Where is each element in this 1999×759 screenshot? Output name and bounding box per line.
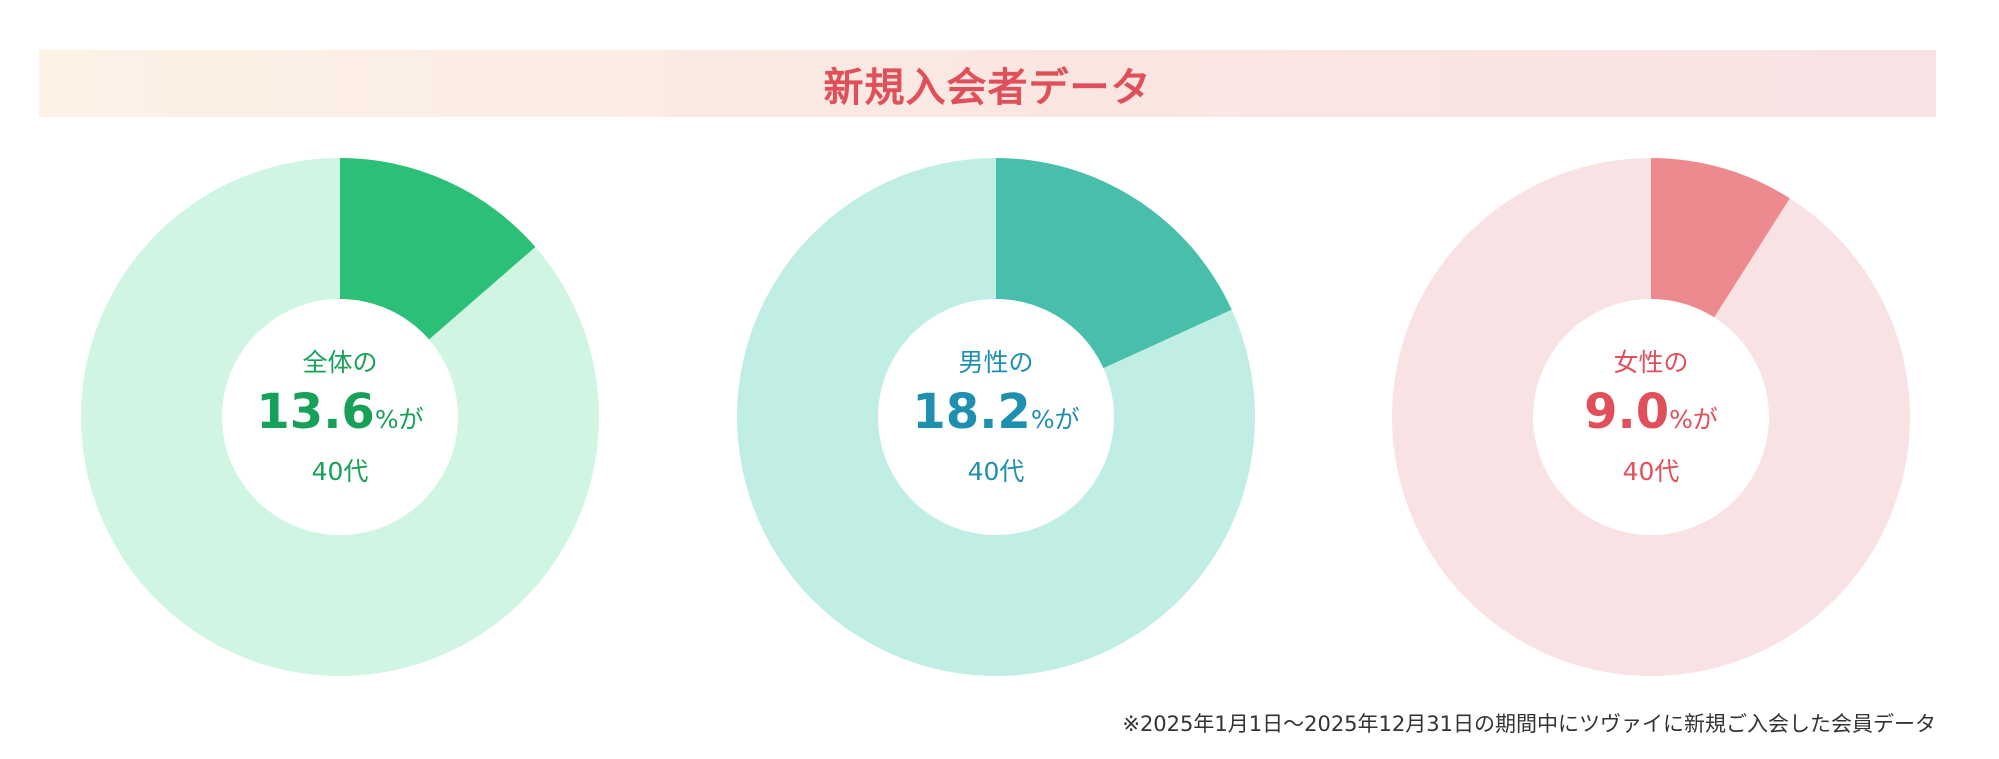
donut-value-line: 9.0%が xyxy=(1584,383,1718,452)
donut-percentage-unit: %が xyxy=(1669,404,1718,434)
donut-svg-overall xyxy=(81,158,599,676)
title-banner: 新規入会者データ xyxy=(39,50,1936,117)
donut-hole-overall xyxy=(222,299,458,535)
donut-svg-male xyxy=(737,158,1255,676)
donut-value-line: 13.6%が xyxy=(256,383,423,452)
donut-hole-male xyxy=(878,299,1114,535)
donut-chart-female: 女性の 9.0%が 40代 xyxy=(1392,158,1910,676)
donut-value-line: 18.2%が xyxy=(912,383,1079,452)
donut-center-label-female: 女性の 9.0%が 40代 xyxy=(1392,158,1910,676)
donut-chart-male: 男性の 18.2%が 40代 xyxy=(737,158,1255,676)
donut-center-label-overall: 全体の 13.6%が 40代 xyxy=(81,158,599,676)
donut-percentage-value: 9.0 xyxy=(1584,383,1670,440)
donut-age-label: 40代 xyxy=(1622,456,1680,486)
donut-svg-female xyxy=(1392,158,1910,676)
donut-hole-female xyxy=(1533,299,1769,535)
donut-age-label: 40代 xyxy=(967,456,1025,486)
donut-percentage-unit: %が xyxy=(1030,404,1080,434)
donut-percentage-value: 18.2 xyxy=(912,383,1031,440)
donut-prefix-label: 男性の xyxy=(958,347,1034,377)
donut-age-label: 40代 xyxy=(311,456,369,486)
footnote: ※2025年1月1日〜2025年12月31日の期間中にツヴァイに新規ご入会した会… xyxy=(1122,712,1936,736)
donut-percentage-unit: %が xyxy=(374,404,424,434)
donut-percentage-value: 13.6 xyxy=(256,383,375,440)
donut-prefix-label: 女性の xyxy=(1613,347,1689,377)
donut-prefix-label: 全体の xyxy=(302,347,378,377)
donut-chart-overall: 全体の 13.6%が 40代 xyxy=(81,158,599,676)
donut-center-label-male: 男性の 18.2%が 40代 xyxy=(737,158,1255,676)
page-title: 新規入会者データ xyxy=(823,64,1152,111)
